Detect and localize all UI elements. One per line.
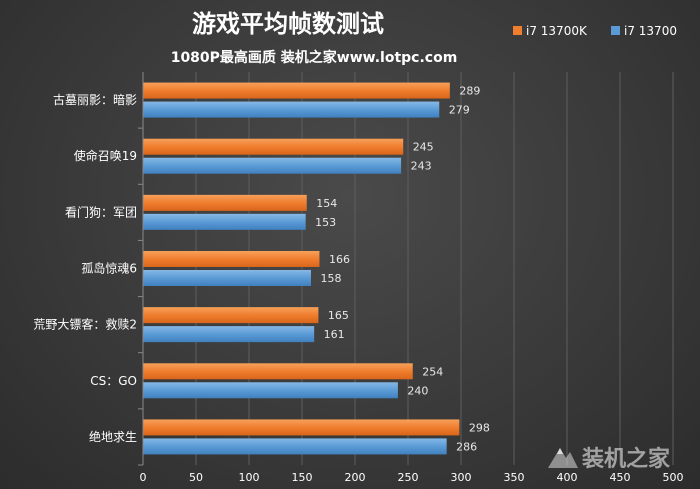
x-tick-label: 100 bbox=[239, 471, 260, 484]
x-tick-label: 300 bbox=[451, 471, 472, 484]
bar-i7-13700 bbox=[143, 270, 311, 286]
legend-label: i7 13700 bbox=[624, 24, 677, 38]
category-label: 使命召唤19 bbox=[74, 148, 137, 163]
mountain-logo-icon bbox=[548, 448, 578, 468]
bar-i7-13700k bbox=[143, 194, 307, 211]
value-label: 279 bbox=[449, 104, 470, 117]
bar-i7-13700 bbox=[143, 157, 402, 174]
bars: 289 279 245 243 154 153 166 158 165 161 254 240 298 2… bbox=[143, 82, 490, 455]
x-tick-label: 500 bbox=[663, 471, 684, 484]
bar-i7-13700 bbox=[143, 213, 306, 230]
bar-i7-13700 bbox=[143, 101, 440, 118]
value-label: 289 bbox=[459, 85, 480, 98]
category-label: CS：GO bbox=[90, 374, 137, 388]
x-tick-label: 350 bbox=[504, 471, 525, 484]
grid-lines bbox=[142, 72, 674, 465]
value-label: 161 bbox=[324, 328, 345, 341]
watermark: 装机之家 bbox=[548, 446, 671, 472]
category-label: 孤岛惊魂6 bbox=[81, 261, 137, 276]
chart-title: 游戏平均帧数测试 bbox=[192, 10, 384, 38]
category-label: 看门狗：军团 bbox=[65, 204, 137, 219]
value-label: 254 bbox=[422, 365, 443, 378]
value-label: 165 bbox=[328, 309, 349, 322]
watermark-text: 装机之家 bbox=[582, 446, 671, 472]
value-label: 158 bbox=[320, 272, 341, 285]
bar-i7-13700k bbox=[143, 363, 413, 380]
bar-i7-13700 bbox=[143, 326, 315, 343]
x-tick-label: 450 bbox=[610, 471, 631, 484]
legend: i7 13700K i7 13700 bbox=[513, 24, 677, 38]
x-tick-label: 50 bbox=[189, 471, 203, 484]
value-label: 154 bbox=[316, 197, 337, 210]
category-label: 古墓丽影：暗影 bbox=[53, 92, 137, 107]
bar-i7-13700k bbox=[143, 307, 319, 324]
bar-i7-13700k bbox=[143, 251, 320, 267]
bar-i7-13700 bbox=[143, 438, 447, 455]
x-tick-label: 200 bbox=[345, 471, 366, 484]
x-axis-ticks: 0 50 100 150 200 250 300 350 400 450 500 bbox=[140, 471, 684, 484]
bar-i7-13700k bbox=[143, 82, 450, 99]
category-label: 荒野大镖客：救赎2 bbox=[33, 317, 137, 332]
bar-i7-13700k bbox=[143, 419, 460, 436]
category-label: 绝地求生 bbox=[89, 429, 137, 444]
bar-i7-13700k bbox=[143, 138, 404, 155]
legend-swatch bbox=[513, 26, 522, 35]
bar-i7-13700 bbox=[143, 382, 398, 399]
value-label: 166 bbox=[329, 253, 350, 266]
value-label: 243 bbox=[411, 160, 432, 173]
x-tick-label: 0 bbox=[140, 471, 147, 484]
legend-label: i7 13700K bbox=[526, 24, 588, 38]
value-label: 245 bbox=[413, 141, 434, 154]
value-label: 286 bbox=[456, 440, 477, 453]
x-tick-label: 250 bbox=[398, 471, 419, 484]
x-tick-label: 150 bbox=[292, 471, 313, 484]
value-label: 240 bbox=[407, 384, 428, 397]
chart-subtitle: 1080P最高画质 装机之家www.lotpc.com bbox=[171, 49, 458, 66]
x-tick-label: 400 bbox=[557, 471, 578, 484]
value-label: 298 bbox=[469, 421, 490, 434]
value-label: 153 bbox=[315, 216, 336, 229]
legend-swatch bbox=[611, 26, 620, 35]
